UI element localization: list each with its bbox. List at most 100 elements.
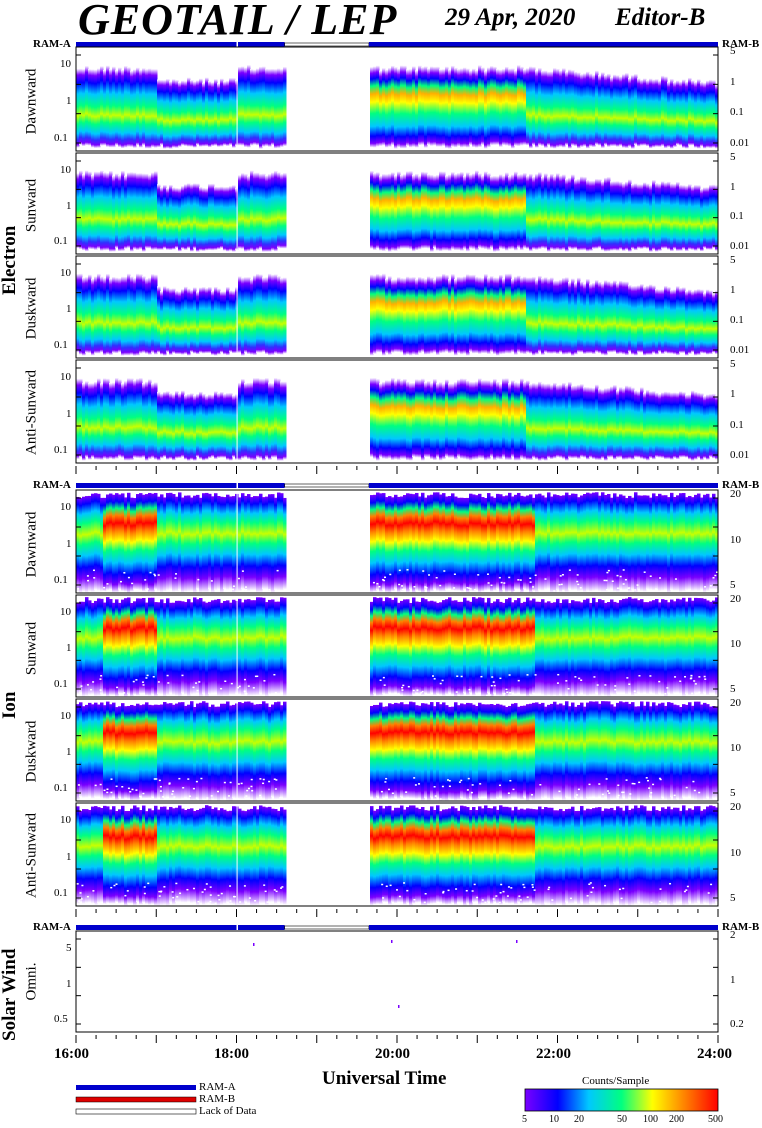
spectrum-column — [583, 176, 587, 251]
noise-speck — [209, 886, 212, 888]
spectrum-column — [658, 289, 662, 353]
spectrum-column — [691, 80, 695, 146]
spectrum-column — [148, 379, 152, 460]
noise-speck — [616, 587, 619, 590]
spectrum-column — [664, 495, 668, 591]
spectrum-column — [559, 603, 563, 696]
noise-speck — [638, 675, 641, 677]
spectrum-column — [466, 380, 470, 460]
noise-speck — [486, 694, 489, 697]
spectrum-column — [250, 382, 254, 461]
noise-speck — [439, 798, 442, 800]
spectrum-column — [160, 704, 164, 801]
spectrum-column — [652, 702, 656, 801]
noise-speck — [259, 794, 262, 797]
spectrum-column — [613, 706, 617, 800]
spectrum-column — [454, 173, 458, 251]
spectrum-column — [190, 183, 194, 252]
spectrum-column — [394, 66, 398, 149]
spectrum-column — [271, 382, 275, 458]
spectrum-column — [556, 704, 560, 799]
noise-speck — [659, 888, 662, 890]
spectrum-column — [223, 291, 227, 355]
spectrum-column — [664, 599, 668, 697]
spectrum-column — [226, 494, 230, 590]
ram-left-label: RAM-A — [33, 479, 71, 491]
spectrum-column — [400, 600, 404, 696]
spectrum-column — [481, 380, 485, 459]
spectrum-column — [688, 394, 692, 460]
spectrum-column — [223, 393, 227, 458]
panel-label-e-dawn: Dawnward — [23, 68, 40, 135]
noise-speck — [247, 685, 250, 687]
spectrum-column — [505, 806, 509, 904]
spectrum-column — [94, 600, 98, 697]
spectrum-column — [247, 382, 251, 460]
spectrum-column — [220, 602, 224, 697]
spectrum-column — [79, 601, 83, 694]
spectrum-column — [463, 67, 467, 148]
spectrum-column — [190, 393, 194, 460]
noise-speck — [243, 690, 246, 693]
spectrum-column — [628, 284, 632, 353]
noise-speck — [195, 797, 198, 799]
spectrum-column — [646, 701, 650, 801]
spectrum-column — [577, 277, 581, 353]
spectrum-column — [115, 70, 119, 146]
noise-speck — [275, 779, 278, 781]
noise-speck — [591, 886, 594, 889]
spectrum-column — [382, 601, 386, 694]
spectrum-column — [451, 65, 455, 147]
spectrum-column — [661, 289, 665, 355]
spectrum-column — [202, 286, 206, 354]
spectrum-column — [676, 285, 680, 356]
noise-speck — [622, 583, 625, 585]
spectrum-column — [97, 378, 101, 460]
noise-speck — [498, 576, 501, 579]
colorbar-label: 500 — [708, 1114, 723, 1125]
spectrum-column — [445, 599, 449, 695]
spectrum-column — [94, 69, 98, 149]
spectrum-column — [118, 706, 122, 798]
noise-speck — [598, 783, 601, 785]
noise-speck — [477, 574, 480, 576]
spectrum-column — [664, 391, 668, 460]
spectrum-column — [442, 383, 446, 460]
spectrum-column — [130, 276, 134, 356]
spectrum-column — [430, 600, 434, 694]
spectrum-column — [637, 706, 641, 800]
spectrum-column — [277, 601, 281, 694]
y-tick-label-right: 1 — [730, 388, 736, 401]
spectrum-column — [424, 171, 428, 249]
spectrum-column — [529, 703, 533, 800]
spectrum-column — [175, 79, 179, 149]
spectrum-column — [94, 702, 98, 798]
noise-speck — [509, 779, 512, 782]
noise-speck — [279, 797, 282, 799]
spectrum-column — [136, 807, 140, 903]
spectrum-column — [277, 378, 281, 461]
colorbar-label: 10 — [549, 1114, 559, 1125]
spectrum-column — [91, 602, 95, 695]
spectrum-column — [673, 704, 677, 801]
spectrum-column — [373, 597, 377, 695]
spectrum-column — [577, 704, 581, 800]
noise-speck — [168, 782, 171, 784]
spectrum-column — [607, 701, 611, 801]
spectrum-column — [595, 492, 599, 591]
noise-speck — [484, 901, 487, 904]
spectrum-column — [172, 602, 176, 696]
spectrum-column — [271, 172, 275, 251]
spectrum-column — [157, 184, 161, 251]
gap-bar — [284, 925, 370, 930]
spectrum-column — [676, 807, 680, 903]
spectrum-column — [454, 67, 458, 148]
noise-speck — [168, 783, 171, 785]
spectrum-column — [655, 810, 659, 906]
spectrum-column — [454, 381, 458, 460]
spectrum-column — [100, 598, 104, 694]
spectrum-column — [691, 290, 695, 353]
spectrum-column — [682, 597, 686, 697]
spectrum-column — [604, 701, 608, 798]
noise-speck — [553, 590, 556, 592]
